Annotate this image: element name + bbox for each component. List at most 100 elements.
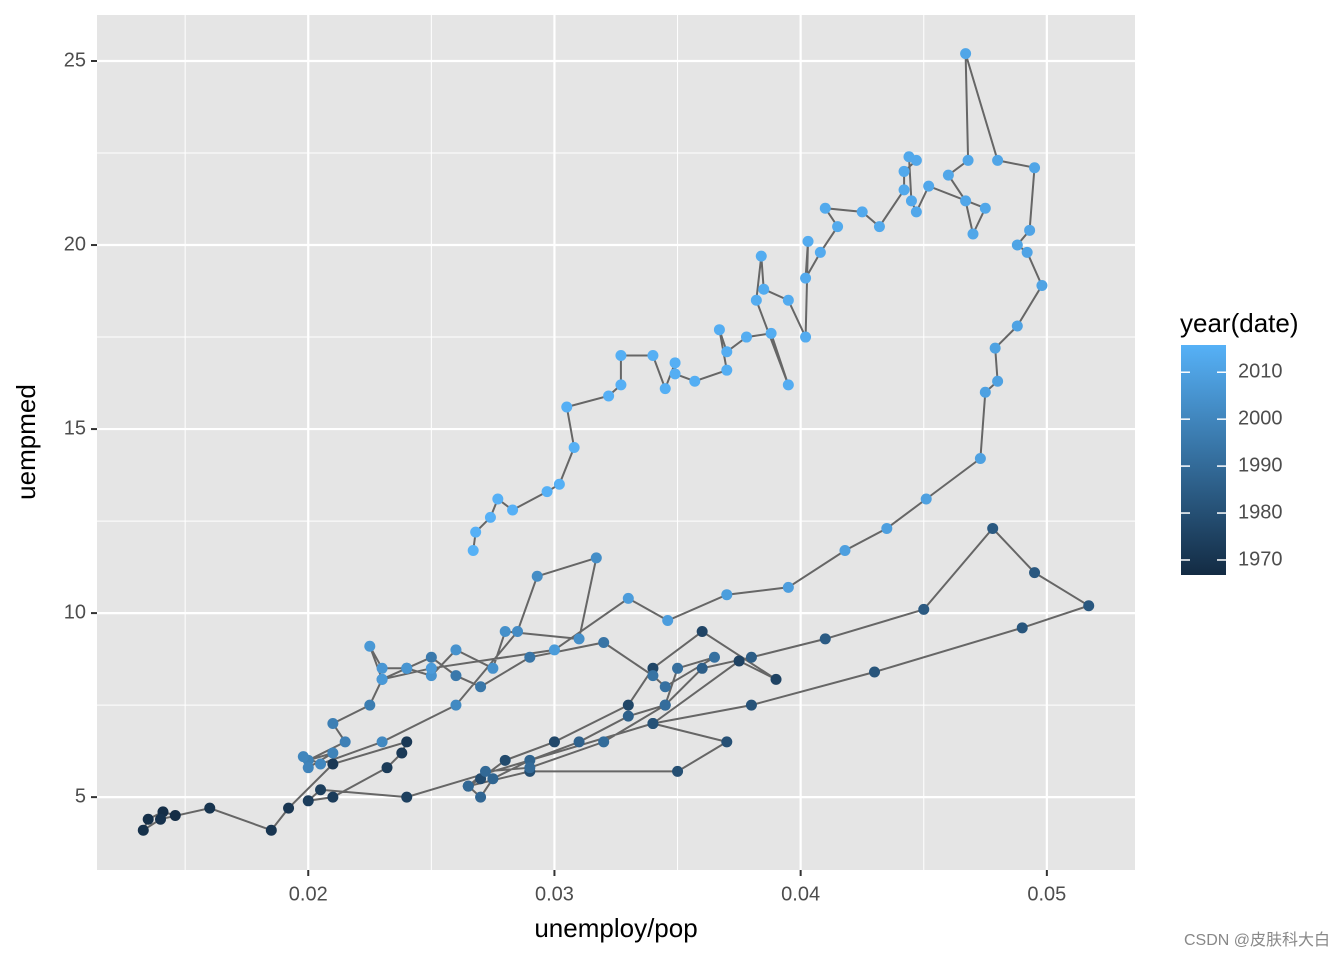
colorbar [1181, 345, 1226, 575]
data-point [672, 765, 684, 777]
data-point [814, 246, 826, 258]
data-point [401, 791, 413, 803]
data-point [327, 747, 339, 759]
data-point [450, 644, 462, 656]
data-point [327, 791, 339, 803]
y-tick-label: 5 [75, 785, 86, 807]
data-point [507, 504, 519, 516]
data-point [659, 681, 671, 693]
data-point [647, 670, 659, 682]
data-point [1024, 224, 1036, 236]
data-point [396, 747, 408, 759]
data-point [745, 699, 757, 711]
data-point [425, 651, 437, 663]
data-point [689, 375, 701, 387]
data-point [974, 453, 986, 465]
data-point [531, 570, 543, 582]
data-point [898, 184, 910, 196]
data-point [782, 581, 794, 593]
data-point [782, 294, 794, 306]
data-point [615, 349, 627, 361]
data-point [960, 195, 972, 207]
data-point [1083, 600, 1095, 612]
data-point [832, 221, 844, 233]
x-axis-title: unemploy/pop [534, 913, 697, 943]
data-point [696, 625, 708, 637]
data-point [647, 349, 659, 361]
data-point [1016, 622, 1028, 634]
data-point [819, 633, 831, 645]
data-point [376, 673, 388, 685]
data-point [721, 589, 733, 601]
data-point [659, 699, 671, 711]
data-point [1029, 162, 1041, 174]
data-point [669, 357, 681, 369]
data-point [169, 810, 181, 822]
data-point [745, 651, 757, 663]
data-point [881, 522, 893, 534]
data-point [470, 526, 482, 538]
data-point [960, 48, 972, 60]
data-point [484, 511, 496, 523]
data-point [856, 206, 868, 218]
data-point [603, 390, 615, 402]
data-point [155, 813, 167, 825]
y-axis-title: uempmed [11, 384, 41, 500]
data-point [492, 493, 504, 505]
panel [97, 15, 1135, 870]
data-point [819, 202, 831, 214]
data-point [1036, 280, 1048, 292]
data-point [204, 802, 216, 814]
data-point [1029, 567, 1041, 579]
data-point [499, 754, 511, 766]
data-point [721, 736, 733, 748]
legend-title: year(date) [1180, 308, 1299, 338]
data-point [487, 773, 499, 785]
data-point [315, 784, 327, 796]
data-point [297, 751, 309, 763]
data-point [364, 640, 376, 652]
data-point [898, 165, 910, 177]
data-point [487, 662, 499, 674]
data-point [962, 154, 974, 166]
data-point [142, 813, 154, 825]
data-point [425, 662, 437, 674]
data-point [265, 824, 277, 836]
data-point [475, 791, 487, 803]
data-point [979, 202, 991, 214]
x-tick-label: 0.03 [535, 883, 574, 905]
data-point [480, 765, 492, 777]
data-point [524, 762, 536, 774]
data-point [548, 736, 560, 748]
data-point [376, 736, 388, 748]
data-point [755, 250, 767, 262]
data-point [923, 180, 935, 192]
data-point [467, 545, 479, 557]
legend-label: 1990 [1238, 454, 1283, 476]
data-point [401, 736, 413, 748]
data-point [376, 662, 388, 674]
data-point [662, 614, 674, 626]
data-point [462, 780, 474, 792]
data-point [740, 331, 752, 343]
data-point [918, 603, 930, 615]
data-point [622, 710, 634, 722]
data-point [713, 324, 725, 336]
data-point [548, 644, 560, 656]
data-point [696, 662, 708, 674]
data-point [942, 169, 954, 181]
data-point [992, 154, 1004, 166]
legend-label: 2010 [1238, 361, 1283, 383]
data-point [770, 673, 782, 685]
data-point [598, 637, 610, 649]
data-point [302, 762, 314, 774]
data-point [598, 736, 610, 748]
data-point [573, 633, 585, 645]
data-point [381, 762, 393, 774]
data-point [750, 294, 762, 306]
data-point [364, 699, 376, 711]
data-point [800, 331, 812, 343]
data-point [987, 522, 999, 534]
data-point [512, 625, 524, 637]
